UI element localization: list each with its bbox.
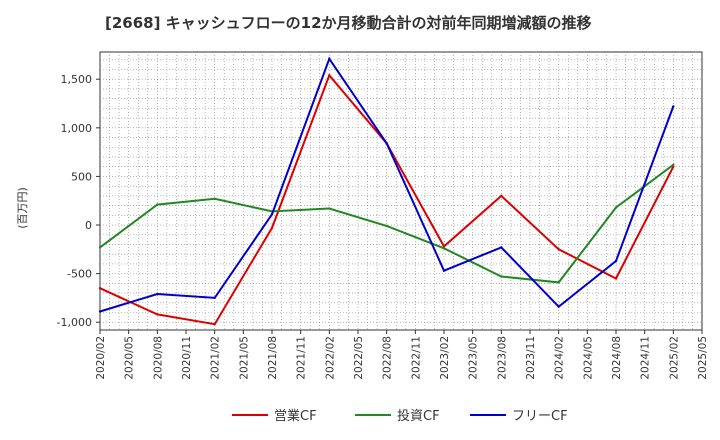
data-point <box>500 194 503 198</box>
data-point <box>614 206 618 209</box>
data-point <box>557 281 560 284</box>
data-point <box>270 226 274 230</box>
data-point <box>328 207 331 210</box>
legend: 営業CF 投資CF フリーCF <box>232 408 568 424</box>
data-point <box>557 248 560 251</box>
x-tick-label: 2022/11 <box>410 336 422 380</box>
x-tick-label: 2022/08 <box>382 336 394 380</box>
x-tick-label: 2025/02 <box>668 336 680 380</box>
y-tick-label: 0 <box>85 219 92 232</box>
legend-label-1: 投資CF <box>397 408 440 424</box>
y-tick-label: 1,500 <box>61 73 93 86</box>
data-point <box>385 142 388 145</box>
x-tick-label: 2024/08 <box>611 336 623 380</box>
data-point <box>213 296 216 300</box>
data-point <box>385 224 388 228</box>
data-point <box>614 277 618 280</box>
y-tick-label: 500 <box>71 170 92 183</box>
grid <box>99 51 703 331</box>
x-tick-label: 2022/05 <box>353 336 365 380</box>
data-point <box>328 74 331 77</box>
data-point <box>500 246 503 249</box>
data-point <box>328 57 331 61</box>
data-point <box>442 269 446 272</box>
data-point <box>672 105 675 108</box>
x-tick-label: 2020/05 <box>124 336 136 380</box>
x-tick-label: 2023/05 <box>468 336 480 380</box>
data-point <box>270 213 274 216</box>
series <box>98 56 675 326</box>
x-tick-label: 2020/02 <box>95 336 107 380</box>
x-tick-label: 2024/11 <box>640 336 652 380</box>
data-point <box>213 322 216 326</box>
plot-frame <box>99 51 703 331</box>
x-tick-label: 2024/05 <box>582 336 594 380</box>
data-point <box>557 305 560 308</box>
data-point <box>614 259 618 263</box>
data-point <box>98 287 102 290</box>
data-point <box>672 163 675 166</box>
x-tick-label: 2023/02 <box>439 336 451 380</box>
x-tick-label: 2021/11 <box>296 336 308 380</box>
data-point <box>98 246 102 249</box>
x-tick-label: 2022/02 <box>324 336 336 380</box>
data-point <box>98 310 102 313</box>
x-tick-label: 2020/11 <box>181 336 193 380</box>
x-tick-label: 2020/08 <box>152 336 164 380</box>
y-tick-label: -500 <box>67 268 92 281</box>
axes: -1,000 -500 0 500 1,000 1,500 2020/02 2020/05 20… <box>57 73 709 379</box>
data-point <box>156 313 159 316</box>
x-tick-label: 2023/11 <box>525 336 537 380</box>
legend-label-2: フリーCF <box>512 409 568 424</box>
y-tick-label: 1,000 <box>61 122 93 135</box>
x-tick-label: 2025/05 <box>697 336 709 380</box>
legend-label-0: 営業CF <box>274 408 317 424</box>
data-point <box>442 247 446 250</box>
data-point <box>500 275 503 278</box>
y-tick-label: -1,000 <box>57 316 92 329</box>
x-tick-label: 2024/02 <box>554 336 566 380</box>
data-point <box>156 203 159 206</box>
x-tick-label: 2021/05 <box>238 336 250 380</box>
x-tick-label: 2021/08 <box>267 336 279 380</box>
data-point <box>156 292 159 296</box>
x-tick-label: 2023/08 <box>496 336 508 380</box>
x-tick-label: 2021/02 <box>210 336 222 380</box>
data-point <box>213 197 216 200</box>
chart-title: [2668] キャッシュフローの12か月移動合計の対前年同期増減額の推移 <box>105 14 592 32</box>
